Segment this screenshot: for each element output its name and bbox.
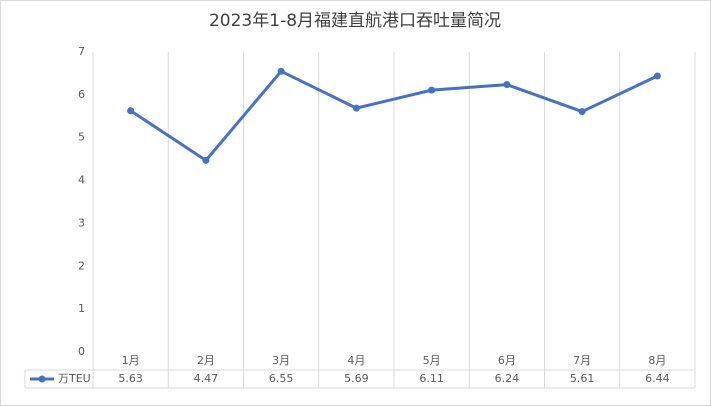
table-value: 5.63 [118,372,143,385]
y-tick-label: 3 [78,216,85,229]
legend-marker [38,375,46,383]
chart-title: 2023年1-8月福建直航港口吞吐量简况 [209,11,501,31]
data-point [503,81,511,89]
data-line [129,69,659,162]
data-point [277,67,285,75]
data-point [352,104,360,112]
legend-label: 万TEU [58,372,91,385]
table-value: 5.69 [344,372,369,385]
data-point [578,108,586,116]
y-tick-label: 5 [78,131,85,144]
x-tick-label: 8月 [648,354,666,367]
data-point [127,107,135,115]
data-point [202,156,210,164]
data-point [428,86,436,94]
table-value: 6.55 [269,372,294,385]
table-value: 6.24 [495,372,520,385]
x-tick-label: 2月 [197,354,215,367]
y-tick-label: 6 [78,88,85,101]
table-value: 6.11 [419,372,444,385]
x-tick-label: 3月 [272,354,290,367]
data-point [653,72,661,80]
x-tick-label: 1月 [122,354,140,367]
x-tick-label: 4月 [347,354,365,367]
x-tick-label: 5月 [423,354,441,367]
x-tick-label: 6月 [498,354,516,367]
table-value: 4.47 [194,372,219,385]
y-tick-label: 0 [78,345,85,358]
y-tick-label: 4 [78,174,85,187]
table-value: 6.44 [645,372,670,385]
y-tick-label: 2 [78,259,85,272]
y-tick-label: 7 [78,45,85,58]
y-tick-label: 1 [78,302,85,315]
table-value: 5.61 [570,372,595,385]
x-tick-label: 7月 [573,354,591,367]
